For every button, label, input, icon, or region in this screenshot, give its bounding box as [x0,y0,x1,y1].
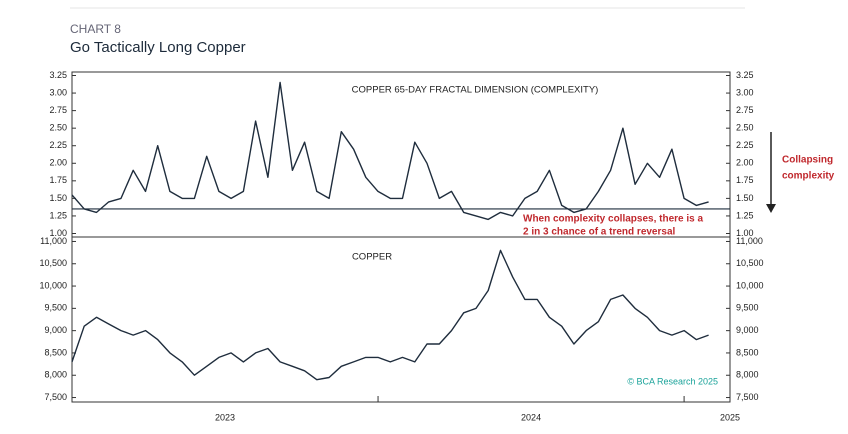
y-tick-label: 1.75 [49,175,67,185]
y-tick-label: 3.00 [49,87,67,97]
y2-tick-label: 1.50 [736,193,754,203]
y-tick-label: 10,500 [39,258,67,268]
panel-title: COPPER [352,252,392,263]
chart-title: Go Tactically Long Copper [70,39,246,56]
y2-tick-label: 8,500 [736,347,759,357]
arrow-head [766,204,776,213]
y-tick-label: 1.50 [49,193,67,203]
y2-tick-label: 2.75 [736,105,754,115]
y-tick-label: 2.75 [49,105,67,115]
annotation: When complexity collapses, there is a [523,214,704,225]
y-tick-label: 3.25 [49,70,67,80]
y2-tick-label: 2.00 [736,158,754,168]
panel-title: COPPER 65-DAY FRACTAL DIMENSION (COMPLEX… [352,85,599,96]
y2-tick-label: 1.25 [736,210,754,220]
annotation: 2 in 3 chance of a trend reversal [523,227,676,238]
y-tick-label: 10,000 [39,280,67,290]
y-tick-label: 2.00 [49,158,67,168]
y2-tick-label: 2.25 [736,140,754,150]
x-tick-label: 2023 [215,412,235,422]
y2-tick-label: 2.50 [736,123,754,133]
annotation: Collapsing [782,155,833,166]
y2-tick-label: 3.00 [736,87,754,97]
y2-tick-label: 1.75 [736,175,754,185]
y-tick-label: 2.50 [49,123,67,133]
annotation: complexity [782,171,835,182]
source: © BCA Research 2025 [627,376,718,386]
x-tick-label: 2024 [521,412,541,422]
y2-tick-label: 10,000 [736,280,764,290]
data-line [71,249,709,381]
y-tick-label: 2.25 [49,140,67,150]
data-line [71,81,709,221]
y2-tick-label: 9,500 [736,303,759,313]
y2-tick-label: 8,000 [736,370,759,380]
y-tick-label: 8,500 [44,347,67,357]
y2-tick-label: 11,000 [736,236,763,246]
y-tick-label: 9,000 [44,325,67,335]
y2-tick-label: 7,500 [736,392,759,402]
y2-tick-label: 10,500 [736,258,764,268]
y2-tick-label: 1.00 [736,228,754,238]
y-tick-label: 7,500 [44,392,67,402]
y-tick-label: 8,000 [44,370,67,380]
chart-label: CHART 8 [70,22,121,36]
y2-tick-label: 3.25 [736,70,754,80]
y2-tick-label: 9,000 [736,325,759,335]
y-tick-label: 1.00 [49,228,67,238]
x-tick-label: 2025 [720,412,740,422]
y-tick-label: 1.25 [49,210,67,220]
y-tick-label: 11,000 [40,236,67,246]
y-tick-label: 9,500 [44,303,67,313]
